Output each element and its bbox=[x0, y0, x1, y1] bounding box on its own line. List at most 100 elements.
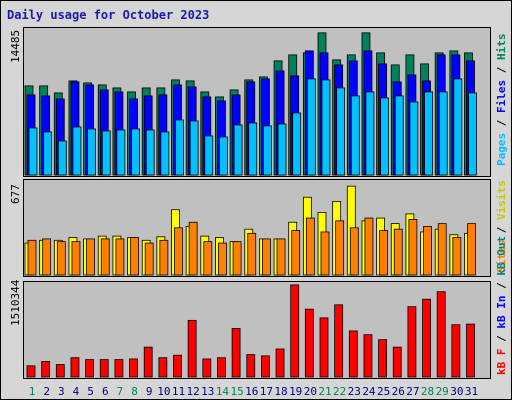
kbf-bar-3 bbox=[55, 364, 65, 378]
pages-bar-24 bbox=[365, 91, 375, 176]
day-label-28: 28 bbox=[420, 385, 435, 398]
kbf-bar-5 bbox=[85, 359, 94, 378]
kbf-bar-26 bbox=[392, 346, 402, 378]
day-label-17: 17 bbox=[259, 385, 274, 398]
pages-bar-22 bbox=[336, 87, 346, 176]
day-label-19: 19 bbox=[289, 385, 303, 398]
day-label-6: 6 bbox=[101, 385, 109, 398]
sites-bar-27 bbox=[408, 219, 418, 276]
pages-bar-2 bbox=[43, 131, 53, 176]
pages-bar-7 bbox=[116, 129, 126, 176]
pages-bar-23 bbox=[350, 95, 360, 176]
kbf-bar-28 bbox=[422, 298, 431, 378]
kbf-bar-31 bbox=[466, 323, 475, 378]
pages-bar-25 bbox=[380, 97, 390, 176]
sites-bar-26 bbox=[393, 228, 403, 276]
day-label-26: 26 bbox=[391, 385, 405, 398]
day-label-27: 27 bbox=[406, 385, 420, 398]
pages-bar-15 bbox=[233, 124, 243, 176]
sites-bar-23 bbox=[349, 227, 359, 276]
chart-title: Daily usage for October 2023 bbox=[7, 8, 210, 22]
day-label-1: 1 bbox=[28, 385, 36, 398]
sites-bar-29 bbox=[437, 223, 447, 276]
kbf-bar-1 bbox=[26, 365, 36, 378]
day-label-4: 4 bbox=[72, 385, 80, 398]
kbf-bar-20 bbox=[304, 308, 314, 378]
sites-bar-31 bbox=[467, 223, 476, 276]
kbf-bar-7 bbox=[114, 359, 124, 378]
sites-bar-16 bbox=[247, 232, 257, 276]
kbf-bar-29 bbox=[436, 291, 446, 378]
sites-bar-21 bbox=[320, 231, 330, 276]
day-label-31: 31 bbox=[464, 385, 479, 398]
sites-bar-2 bbox=[42, 238, 52, 276]
day-label-25: 25 bbox=[376, 385, 391, 398]
day-label-8: 8 bbox=[131, 385, 138, 398]
pages-bar-27 bbox=[409, 101, 419, 176]
day-label-21: 21 bbox=[318, 385, 332, 398]
sites-bar-5 bbox=[86, 238, 95, 276]
pages-bar-12 bbox=[189, 120, 199, 176]
sites-bar-25 bbox=[379, 230, 389, 276]
pages-bar-14 bbox=[219, 136, 228, 176]
sites-bar-30 bbox=[452, 237, 462, 276]
kbf-bar-15 bbox=[231, 328, 241, 378]
sites-bar-10 bbox=[159, 239, 169, 276]
pages-bar-18 bbox=[277, 123, 287, 176]
kbf-bar-18 bbox=[275, 348, 285, 378]
sites-bar-7 bbox=[115, 238, 125, 276]
day-label-2: 2 bbox=[43, 385, 50, 398]
kbf-bar-12 bbox=[187, 319, 197, 378]
pages-bar-31 bbox=[468, 92, 477, 176]
day-label-5: 5 bbox=[87, 385, 94, 398]
pages-bar-5 bbox=[87, 128, 96, 176]
day-label-10: 10 bbox=[157, 385, 171, 398]
pages-bar-19 bbox=[292, 112, 302, 176]
sites-bar-22 bbox=[335, 220, 345, 276]
day-label-14: 14 bbox=[215, 385, 230, 398]
pages-bar-20 bbox=[306, 78, 316, 176]
day-label-22: 22 bbox=[333, 385, 347, 398]
day-label-3: 3 bbox=[57, 385, 65, 398]
pages-bar-21 bbox=[321, 79, 331, 176]
pages-bar-13 bbox=[204, 135, 214, 176]
day-label-15: 15 bbox=[230, 385, 244, 398]
day-label-11: 11 bbox=[171, 385, 186, 398]
kbf-bar-25 bbox=[378, 339, 388, 378]
pages-bar-9 bbox=[145, 129, 155, 176]
day-label-16: 16 bbox=[245, 385, 259, 398]
kbf-bar-11 bbox=[173, 354, 182, 378]
kbf-bar-17 bbox=[260, 355, 270, 378]
kbf-bar-10 bbox=[158, 357, 168, 378]
day-label-23: 23 bbox=[347, 385, 361, 398]
day-label-29: 29 bbox=[435, 385, 449, 398]
sites-bar-24 bbox=[364, 217, 374, 276]
pages-bar-1 bbox=[28, 127, 38, 176]
sites-bar-12 bbox=[188, 221, 198, 276]
sites-bar-19 bbox=[291, 230, 301, 276]
kbf-bar-14 bbox=[217, 357, 226, 378]
pages-bar-11 bbox=[175, 119, 184, 176]
pages-bar-26 bbox=[394, 95, 404, 176]
day-label-30: 30 bbox=[450, 385, 464, 398]
kbf-bar-21 bbox=[319, 317, 329, 378]
pages-bar-29 bbox=[438, 91, 448, 176]
sites-bar-18 bbox=[276, 238, 286, 276]
sites-bar-1 bbox=[27, 239, 37, 276]
kbf-bar-23 bbox=[348, 330, 358, 378]
day-label-20: 20 bbox=[303, 385, 317, 398]
sites-bar-8 bbox=[130, 237, 139, 276]
pages-bar-10 bbox=[160, 131, 170, 176]
kbf-bar-13 bbox=[202, 358, 212, 378]
pages-bar-28 bbox=[424, 91, 433, 176]
sites-bar-9 bbox=[144, 242, 154, 276]
sites-bar-4 bbox=[71, 241, 81, 276]
pages-bar-6 bbox=[101, 130, 111, 176]
pages-bar-4 bbox=[72, 126, 82, 176]
kbf-bar-22 bbox=[334, 304, 344, 378]
day-label-13: 13 bbox=[201, 385, 215, 398]
day-label-9: 9 bbox=[145, 385, 153, 398]
sites-bar-3 bbox=[56, 241, 66, 276]
